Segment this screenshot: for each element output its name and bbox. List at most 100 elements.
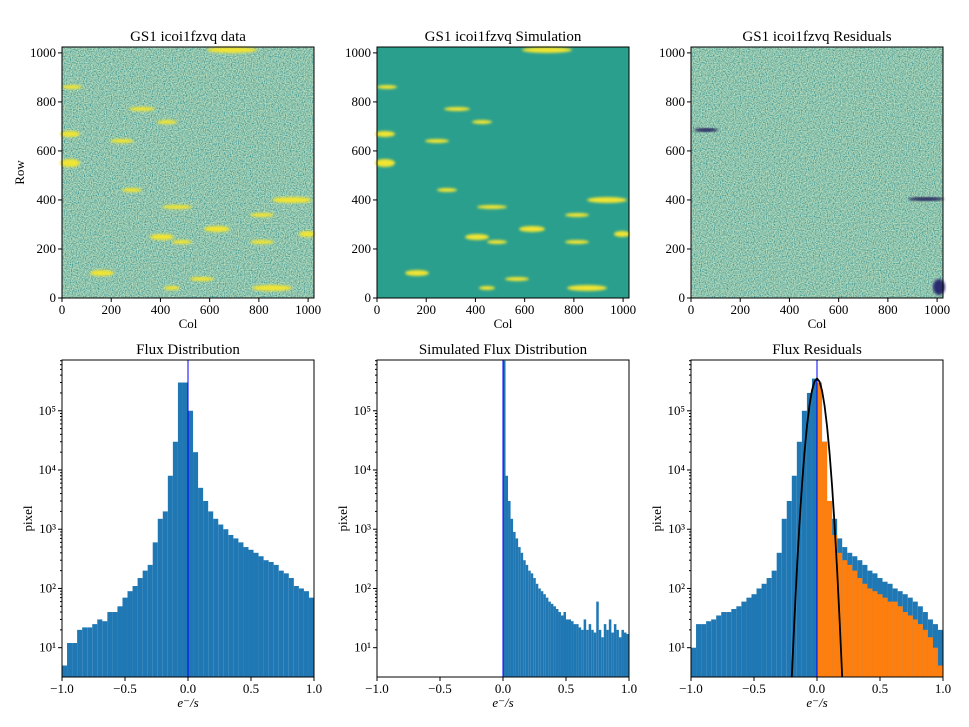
y-tick-label: 400 [666, 192, 686, 207]
x-tick-label: −1.0 [50, 681, 74, 696]
x-tick-label: 0 [688, 302, 695, 317]
y-tick-label: 0 [50, 290, 57, 305]
histogram-bar [203, 500, 209, 677]
histogram-bar [77, 629, 83, 677]
histogram-bar [696, 624, 702, 677]
x-axis-label: Col [808, 316, 827, 331]
y-tick-label: 10³ [354, 521, 371, 536]
histogram-bar [766, 578, 772, 677]
histogram-bar [902, 612, 908, 677]
histogram-bar [182, 382, 188, 677]
x-tick-label: 0 [59, 302, 66, 317]
residuals-image [691, 47, 945, 298]
histogram-bar [137, 578, 143, 677]
histogram-bar [248, 549, 254, 677]
histogram-bar [218, 524, 224, 677]
x-tick-label: 0.5 [558, 681, 574, 696]
histogram-bar [525, 564, 529, 677]
y-tick-label: 10² [668, 580, 685, 595]
histogram-bar [892, 601, 898, 677]
x-tick-label: 1000 [924, 302, 950, 317]
histogram-bar [97, 619, 103, 677]
x-tick-label: 0.0 [180, 681, 196, 696]
histogram-bar [543, 594, 546, 677]
x-tick-label: 400 [466, 302, 486, 317]
histogram-bar [566, 619, 569, 677]
x-tick-label: −0.5 [113, 681, 137, 696]
histogram-bar [62, 665, 68, 677]
y-tick-label: 10⁴ [353, 462, 371, 477]
histogram-bar [598, 629, 602, 677]
histogram-bar [811, 378, 817, 677]
histogram-bar [228, 534, 234, 677]
histogram-bar [238, 542, 244, 677]
histogram-bar [560, 615, 564, 677]
histogram-bar [177, 382, 183, 677]
x-tick-label: 800 [249, 302, 269, 317]
histogram-bar [776, 552, 782, 677]
histogram-bar [781, 518, 787, 677]
histogram-bar [937, 665, 943, 677]
x-tick-label: 800 [878, 302, 898, 317]
histogram-bar [588, 624, 592, 677]
histogram-bar [751, 594, 757, 677]
histogram-bar [142, 570, 148, 677]
histogram-bar [528, 570, 531, 677]
histogram-bar [586, 629, 589, 677]
histogram-bar [273, 564, 279, 677]
y-tick-label: 600 [352, 143, 372, 158]
histogram-bar [102, 621, 108, 677]
histogram-bar [208, 511, 214, 677]
histogram-bar [847, 564, 853, 677]
histogram-bar [278, 570, 284, 677]
histogram-bar [157, 518, 163, 677]
panel-title: GS1 icoi1fzvq Simulation [425, 29, 582, 45]
x-tick-label: −0.5 [742, 681, 766, 696]
x-tick-label: 1.0 [306, 681, 322, 696]
y-tick-label: 200 [352, 241, 372, 256]
histogram-bar [558, 612, 561, 677]
histogram-bar [917, 624, 923, 677]
histogram-bar [731, 609, 737, 677]
histogram-bar [535, 583, 539, 677]
histogram-bar [801, 410, 807, 677]
x-tick-label: 200 [730, 302, 750, 317]
histogram-bar [626, 634, 629, 677]
histogram-bar [857, 578, 863, 677]
histogram-bar [616, 629, 619, 677]
histogram-bar [510, 518, 514, 677]
histogram-bar [571, 621, 574, 677]
histogram-bar [193, 452, 199, 677]
histogram-bar [842, 560, 848, 677]
histogram-bar [538, 588, 541, 677]
histogram-bar [726, 612, 732, 677]
histogram-bar [172, 441, 178, 677]
histogram-bar [882, 597, 888, 677]
histogram-bar [618, 637, 622, 677]
x-tick-label: 600 [200, 302, 220, 317]
histogram-bar [563, 612, 566, 677]
histogram-bar [927, 637, 933, 677]
y-tick-label: 10⁴ [38, 462, 56, 477]
histogram-bar [877, 594, 883, 677]
histogram-bar [508, 500, 511, 677]
y-tick-label: 10¹ [39, 640, 56, 655]
panel-title: Flux Distribution [136, 342, 240, 358]
histogram-bar [603, 624, 607, 677]
histogram-bar [817, 382, 823, 677]
histogram-bar [188, 410, 194, 677]
histogram-bar [912, 619, 918, 677]
simulation-image [375, 47, 630, 298]
histogram-bar [198, 487, 204, 677]
y-tick-label: 400 [37, 192, 57, 207]
histogram-bar [573, 624, 577, 677]
y-tick-label: 800 [352, 94, 372, 109]
histogram-bar [127, 591, 133, 677]
histogram-bar [932, 647, 938, 677]
histogram-bar [746, 597, 752, 677]
histogram-bar [922, 629, 928, 677]
histogram-bar [581, 629, 584, 677]
histogram-bar [122, 597, 128, 677]
histogram-bar [533, 578, 536, 677]
histogram-bar [518, 547, 521, 677]
